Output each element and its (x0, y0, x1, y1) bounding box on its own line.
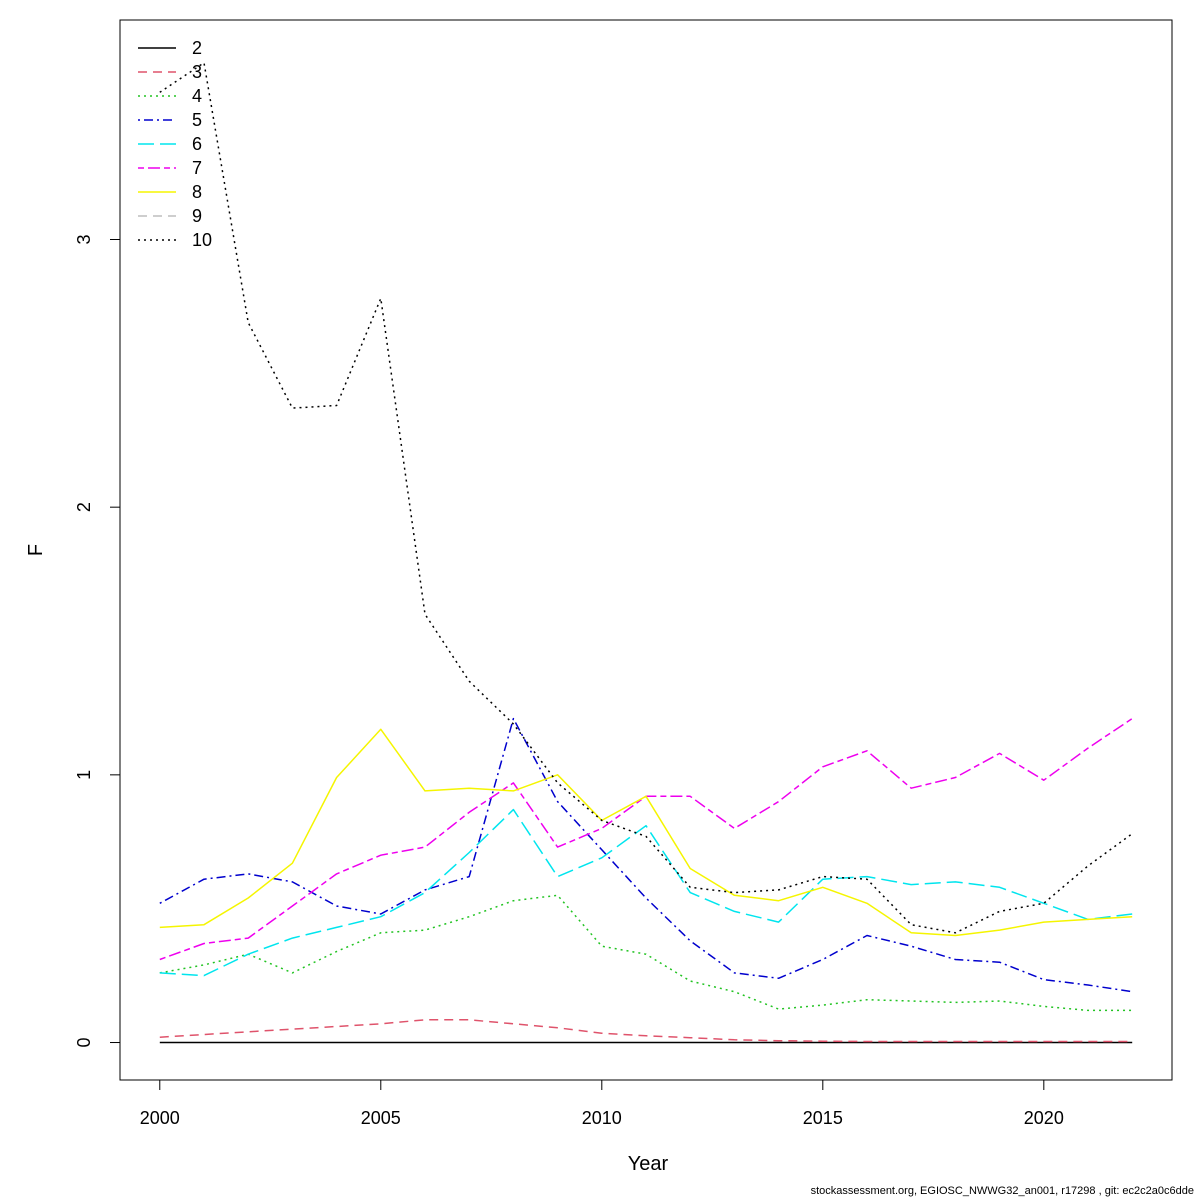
y-tick-label: 2 (74, 502, 94, 512)
legend-item-3: 3 (138, 62, 202, 82)
legend-item-4: 4 (138, 86, 202, 106)
x-axis: 2000 2005 2010 2015 2020 (140, 1079, 1064, 1128)
footer-credit: stockassessment.org, EGIOSC_NWWG32_an001… (810, 1185, 1194, 1197)
legend-item-10: 10 (138, 230, 212, 250)
legend-label: 3 (192, 62, 202, 82)
legend-item-2: 2 (138, 38, 202, 58)
legend: 2 3 4 5 6 7 8 9 10 (138, 38, 212, 250)
legend-item-8: 8 (138, 182, 202, 202)
legend-label: 4 (192, 86, 202, 106)
legend-label: 8 (192, 182, 202, 202)
y-tick-label: 3 (74, 234, 94, 244)
legend-label: 7 (192, 158, 202, 178)
legend-item-5: 5 (138, 110, 202, 130)
x-tick-label: 2005 (361, 1108, 401, 1128)
x-axis-title: Year (628, 1153, 669, 1175)
series-line-10 (159, 62, 1133, 934)
series-line-8 (159, 728, 1133, 937)
legend-label: 2 (192, 38, 202, 58)
x-tick-label: 2015 (803, 1108, 843, 1128)
series-line-5 (159, 717, 1133, 993)
legend-label: 10 (192, 230, 212, 250)
series-line-3 (159, 1019, 1133, 1043)
legend-label: 5 (192, 110, 202, 130)
series-line-4 (159, 894, 1133, 1012)
y-tick-label: 0 (74, 1038, 94, 1048)
x-tick-label: 2020 (1024, 1108, 1064, 1128)
y-axis: 0 1 2 3 (74, 234, 121, 1048)
y-axis-title: F (25, 544, 47, 556)
x-tick-label: 2000 (140, 1108, 180, 1128)
legend-label: 9 (192, 206, 202, 226)
legend-item-9: 9 (138, 206, 202, 226)
legend-label: 6 (192, 134, 202, 154)
legend-item-7: 7 (138, 158, 202, 178)
series-line-6 (159, 808, 1133, 977)
legend-item-6: 6 (138, 134, 202, 154)
plot-frame (119, 19, 1173, 1081)
y-tick-label: 1 (74, 770, 94, 780)
series-layer (159, 62, 1133, 1044)
x-tick-label: 2010 (582, 1108, 622, 1128)
